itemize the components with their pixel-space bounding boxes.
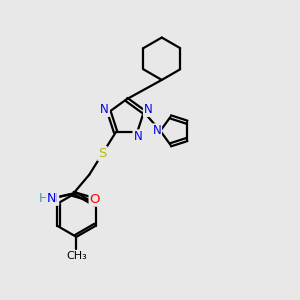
Text: N: N (152, 124, 161, 137)
Text: N: N (46, 192, 56, 205)
Text: N: N (134, 130, 142, 143)
Text: HN: HN (40, 192, 58, 205)
Text: CH₃: CH₃ (66, 251, 87, 261)
Text: O: O (90, 193, 100, 206)
Text: N: N (144, 103, 153, 116)
Text: S: S (98, 147, 107, 160)
Text: N: N (100, 103, 109, 116)
Text: H: H (39, 192, 49, 205)
